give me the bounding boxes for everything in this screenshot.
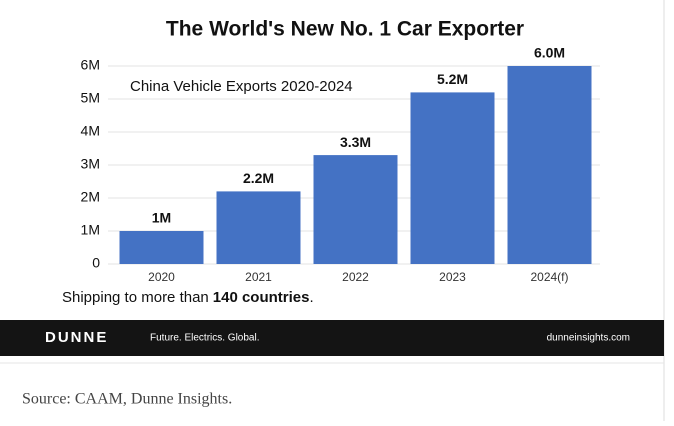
bar — [410, 92, 495, 265]
x-tick-label: 2023 — [439, 270, 466, 284]
x-tick-label: 2024(f) — [530, 270, 568, 284]
y-tick-label: 4M — [81, 123, 100, 139]
value-label: 3.3M — [340, 134, 371, 150]
footer-tagline: Future. Electrics. Global. — [150, 333, 259, 344]
bar — [216, 191, 301, 264]
x-tick-label: 2021 — [245, 270, 272, 284]
note-end: . — [309, 289, 313, 306]
y-tick-label: 3M — [81, 156, 100, 172]
y-tick-label: 1M — [81, 222, 100, 238]
value-label: 2.2M — [243, 170, 274, 186]
bar — [507, 66, 592, 264]
bar — [313, 155, 398, 264]
note-bold: 140 countries — [213, 289, 310, 306]
footer-url: dunneinsights.com — [547, 333, 630, 344]
note: Shipping to more than 140 countries. — [62, 289, 314, 306]
note-text: Shipping to more than — [62, 289, 209, 306]
y-tick-label: 0 — [92, 255, 100, 271]
value-label: 6.0M — [534, 45, 565, 61]
x-tick-label: 2022 — [342, 270, 369, 284]
value-label: 1M — [152, 210, 171, 226]
y-tick-label: 2M — [81, 189, 100, 205]
footer-bar — [0, 320, 664, 356]
annotation: China Vehicle Exports 2020-2024 — [130, 78, 353, 95]
x-tick-label: 2020 — [148, 270, 175, 284]
y-tick-label: 5M — [81, 90, 100, 106]
value-label: 5.2M — [437, 71, 468, 87]
caption: Source: CAAM, Dunne Insights. — [22, 391, 232, 408]
bar — [119, 231, 204, 264]
footer-logo: DUNNE — [45, 329, 108, 346]
chart-title: The World's New No. 1 Car Exporter — [166, 18, 524, 41]
y-tick-label: 6M — [81, 57, 100, 73]
